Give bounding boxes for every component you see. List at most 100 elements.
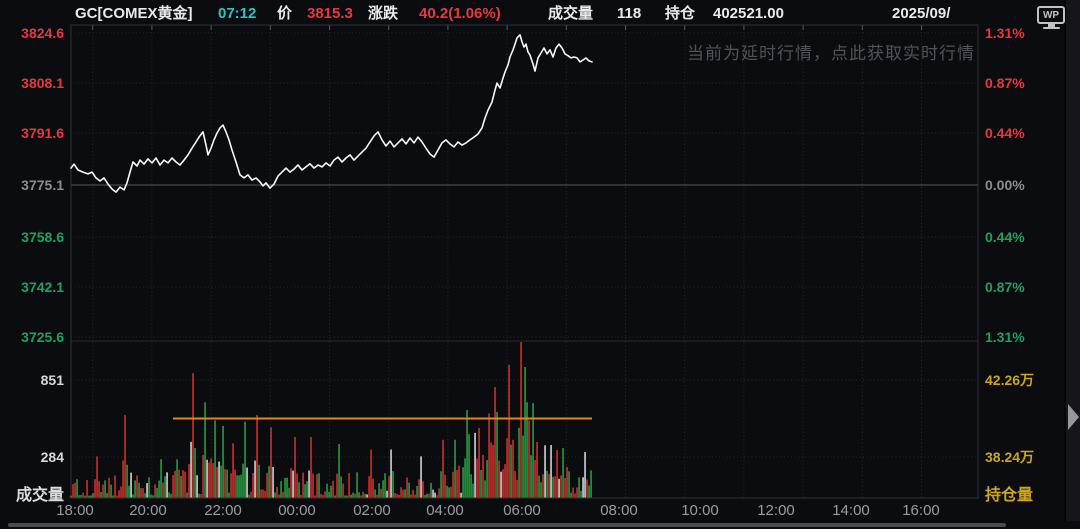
volume-bar (74, 482, 76, 498)
volume-bar (180, 475, 182, 498)
volume-bar (314, 495, 316, 498)
volume-bar (536, 441, 538, 498)
volume-bar (490, 442, 492, 498)
volume-bar (550, 445, 552, 498)
volume-bar (122, 460, 124, 498)
open-interest-value: 402521.00 (713, 5, 784, 22)
volume-bar (516, 479, 518, 498)
volume-bar (276, 486, 278, 498)
pct-axis-label: 0.87% (985, 279, 1025, 295)
volume-bar (494, 387, 496, 498)
volume-bar (168, 492, 170, 498)
change-label: 涨跌 (368, 5, 399, 22)
volume-bar (150, 494, 152, 498)
volume-bar (236, 475, 238, 498)
volume-bar (390, 449, 392, 498)
volume-bar (378, 483, 380, 498)
volume-bar (210, 458, 212, 498)
volume-bar (420, 456, 422, 498)
volume-bar (174, 470, 176, 498)
volume-bar (158, 480, 160, 498)
volume-bar (324, 491, 326, 498)
volume-bar (242, 463, 244, 498)
time-axis-label: 14:00 (832, 502, 870, 519)
wp-monitor-screen: WP (1037, 6, 1065, 24)
volume-bar (258, 464, 260, 498)
volume-bar (380, 488, 382, 498)
volume-bar (356, 472, 358, 498)
volume-bar (260, 489, 262, 498)
wp-monitor-stand (1047, 24, 1055, 27)
volume-bar (578, 477, 580, 498)
volume-bar (502, 469, 504, 498)
time-axis-label: 12:00 (757, 502, 795, 519)
volume-bar (526, 402, 528, 498)
volume-bar (76, 479, 78, 498)
price-axis-label: 3808.1 (21, 75, 64, 91)
volume-bar (520, 342, 522, 498)
pct-axis-label: 0.44% (985, 125, 1025, 141)
volume-bar (504, 464, 506, 498)
volume-bar (90, 495, 92, 498)
volume-bar (574, 493, 576, 498)
volume-bar (544, 445, 546, 498)
volume-bar (556, 450, 558, 498)
volume-bar (450, 486, 452, 498)
volume-bar (240, 474, 242, 498)
volume-bar (222, 425, 224, 498)
time-axis-label: 00:00 (278, 502, 316, 519)
volume-bar (558, 478, 560, 498)
volume-bar (342, 483, 344, 498)
wp-monitor-base (1042, 27, 1060, 29)
plot-border (70, 24, 979, 499)
volume-bar (142, 488, 144, 498)
volume-bar (476, 458, 478, 498)
volume-bar (266, 472, 268, 498)
volume-bar (178, 469, 180, 498)
volume-bar (312, 473, 314, 498)
volume-bar (460, 492, 462, 498)
volume-bar (82, 492, 84, 498)
volume-bar (482, 454, 484, 498)
volume-bar (580, 490, 582, 498)
volume-bar (462, 467, 464, 498)
volume-bar (332, 480, 334, 498)
volume-bar (270, 427, 272, 498)
volume-bar (548, 474, 550, 498)
volume-bar (148, 477, 150, 498)
volume-bar (164, 476, 166, 498)
volume-bar (376, 494, 378, 498)
volume-bar (294, 436, 296, 498)
volume-bar (308, 470, 310, 498)
volume-bar (116, 495, 118, 498)
horizontal-scrollbar-track[interactable] (0, 521, 1080, 529)
pct-axis-label: 1.31% (985, 25, 1025, 41)
volume-bar (100, 491, 102, 498)
time-axis-label: 02:00 (353, 502, 391, 519)
volume-bar (500, 471, 502, 498)
volume-bar (88, 495, 90, 498)
volume-label: 成交量 (548, 5, 594, 22)
expand-panel-arrow-icon[interactable] (1068, 404, 1079, 430)
volume-bar (414, 494, 416, 498)
volume-bar (542, 474, 544, 498)
volume-bar (138, 482, 140, 498)
volume-bar (110, 484, 112, 498)
volume-bar (278, 494, 280, 498)
volume-bar (316, 474, 318, 498)
volume-bar (384, 473, 386, 498)
volume-bar (514, 471, 516, 498)
volume-bar (464, 458, 466, 498)
volume-bar (152, 495, 154, 498)
volume-bar (372, 478, 374, 498)
wp-logo-icon[interactable]: WP (1036, 6, 1066, 32)
horizontal-scrollbar-thumb[interactable] (8, 523, 1006, 527)
volume-bar (352, 492, 354, 498)
delayed-quote-notice[interactable]: 当前为延时行情，点此获取实时行情 (687, 44, 975, 63)
volume-bar (170, 493, 172, 498)
volume-bar (194, 448, 196, 498)
open-interest-pane-label: 持仓量 (985, 487, 1034, 504)
volume-bar (252, 473, 254, 498)
